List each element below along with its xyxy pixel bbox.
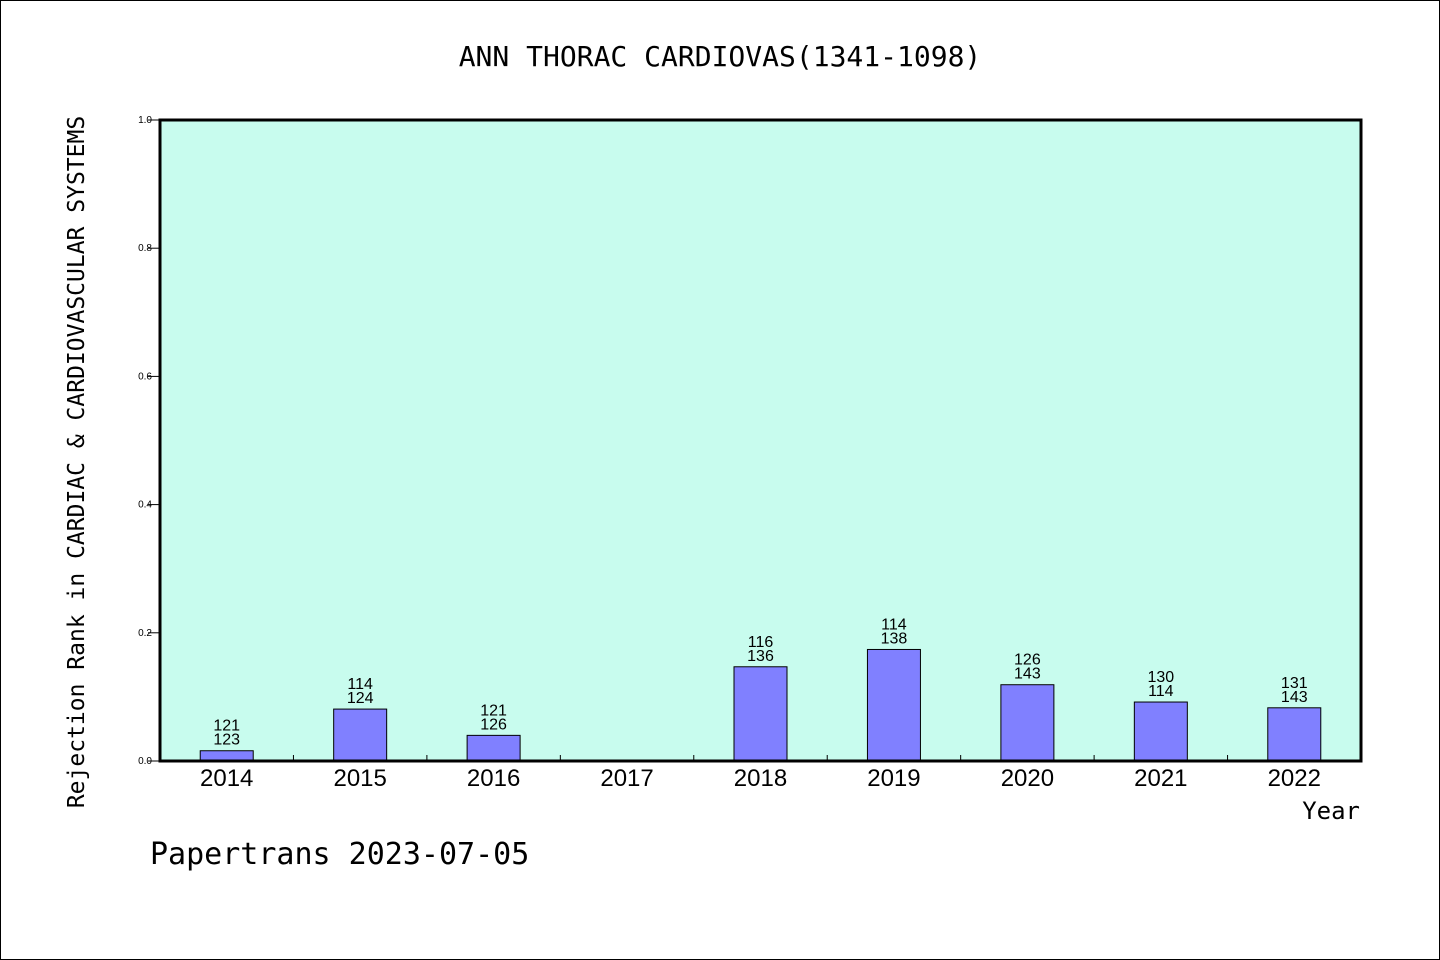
bar-2014 (199, 750, 254, 762)
bar-label-top: 121 (480, 702, 507, 719)
bar-label-top: 126 (1014, 652, 1041, 669)
y-tick-label: 0.0 (138, 756, 152, 767)
bar-label-bottom: 138 (881, 630, 908, 647)
bar-label-bottom: 114 (1148, 683, 1174, 700)
bar-label-top: 114 (881, 616, 907, 633)
y-tick-label: 0.4 (138, 500, 152, 511)
bar-2018 (733, 666, 788, 762)
y-axis-ticks: 0.0 0.2 0.4 0.6 0.8 1.0 (138, 115, 160, 767)
bar-label-bottom: 126 (480, 716, 507, 733)
bar-2021 (1133, 701, 1188, 762)
x-tick-label: 2020 (1001, 765, 1054, 792)
bar-label-bottom: 143 (1281, 689, 1308, 706)
chart-title: ANN THORAC CARDIOVAS(1341-1098) (459, 40, 982, 73)
x-tick-label: 2022 (1268, 765, 1321, 792)
x-tick-label: 2018 (734, 765, 787, 792)
footer-credit: Papertrans 2023-07-05 (150, 837, 529, 872)
bar-label-top: 131 (1281, 675, 1308, 692)
bar-label-top: 121 (213, 718, 240, 735)
x-tick-label: 2021 (1134, 765, 1187, 792)
bar-label-top: 114 (347, 676, 373, 693)
x-tick-label: 2014 (200, 765, 253, 792)
bar-2020 (1000, 684, 1055, 762)
y-axis-label: Rejection Rank in CARDIAC & CARDIOVASCUL… (64, 116, 90, 808)
bars-group (199, 648, 1322, 762)
x-axis-label: Year (1302, 797, 1360, 825)
y-tick-label: 0.2 (138, 628, 152, 639)
x-tick-label: 2019 (867, 765, 920, 792)
plot-area (160, 120, 1361, 761)
plot-border (158, 118, 1363, 763)
x-tick-label: 2016 (467, 765, 520, 792)
x-tick-label: 2017 (600, 765, 653, 792)
x-tick-label: 2015 (333, 765, 386, 792)
bar-label-bottom: 136 (747, 648, 774, 665)
bar-2019 (866, 648, 921, 762)
y-tick-label: 1.0 (138, 115, 152, 126)
bar-2015 (333, 708, 388, 762)
bar-label-bottom: 143 (1014, 666, 1041, 683)
bar-2016 (466, 734, 521, 762)
y-tick-label: 0.6 (138, 371, 152, 382)
bar-2022 (1267, 707, 1322, 762)
bar-label-bottom: 124 (347, 690, 374, 707)
bar-label-top: 130 (1147, 669, 1174, 686)
y-tick-label: 0.8 (138, 243, 152, 254)
bar-label-bottom: 123 (213, 732, 240, 749)
bar-label-top: 116 (748, 634, 774, 651)
x-axis-ticks: 2014 2015 2016 2017 2018 2019 2020 2021 2022 (200, 755, 1321, 792)
